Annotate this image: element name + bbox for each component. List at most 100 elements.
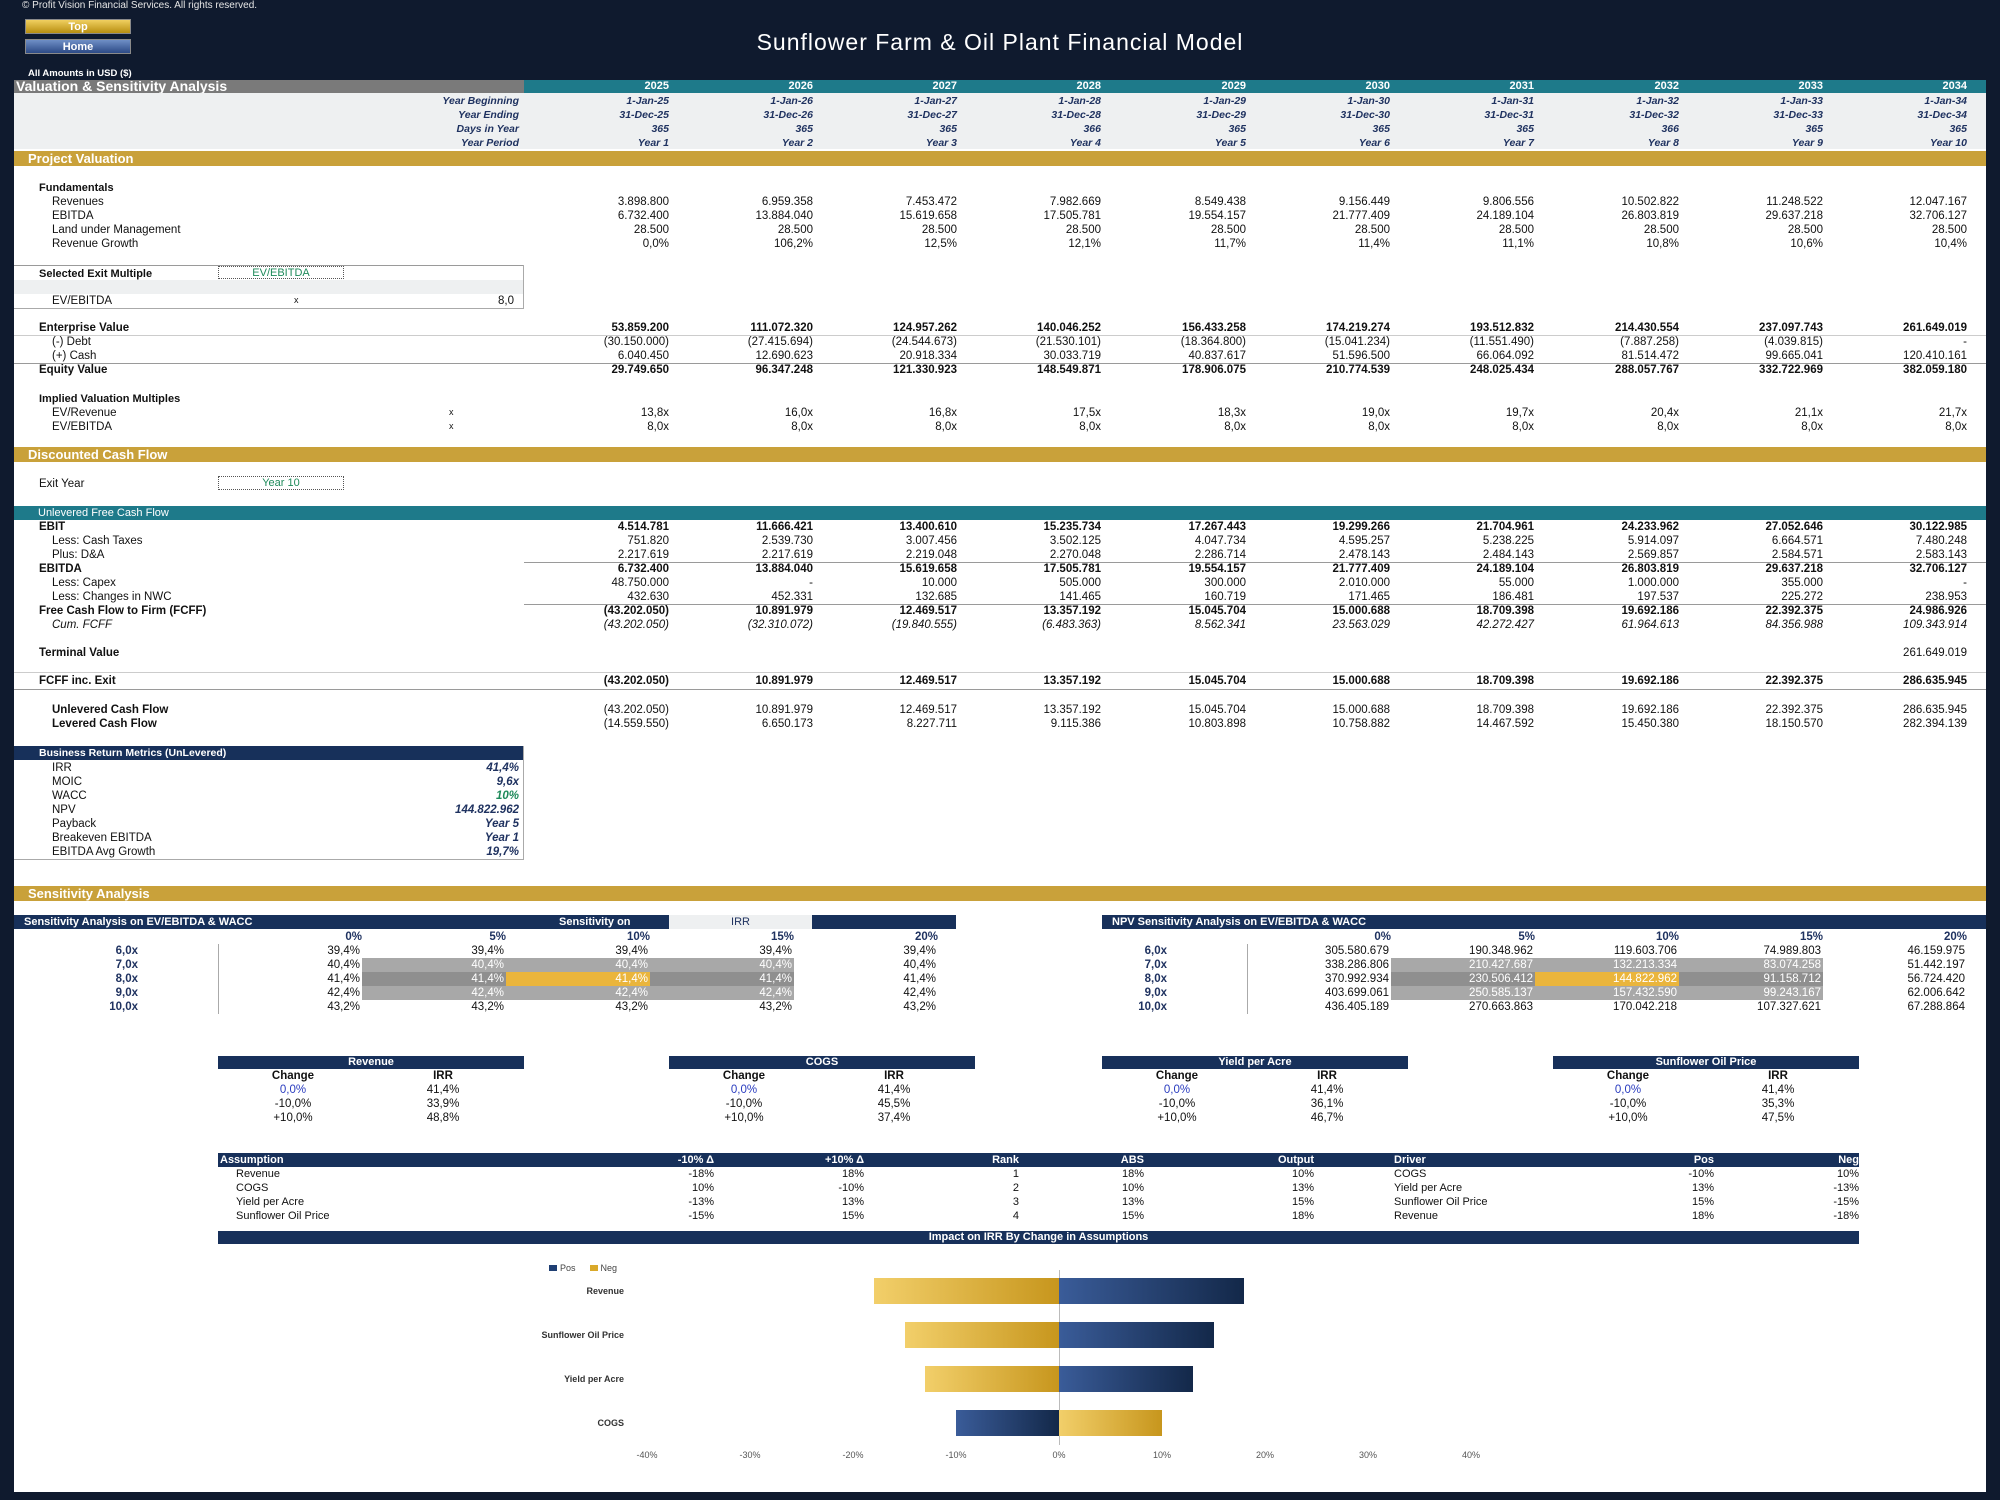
timeline-label: Year Period [461, 137, 519, 149]
ev-cell: - [1963, 336, 1967, 348]
cf-cell: 18.709.398 [1476, 704, 1534, 716]
small-table-change[interactable]: 0,0% [279, 1084, 307, 1096]
assump-cell: -10% [1688, 1168, 1714, 1180]
sens2-col-header: 15% [1799, 931, 1823, 943]
sens2-row-header: 9,0x [1144, 987, 1167, 999]
small-table-irr: 47,5% [1761, 1112, 1795, 1124]
sens1-cell: 41,4% [506, 972, 650, 986]
ufcf-cell: 2.584.571 [1771, 549, 1823, 561]
ufcf-cell: 225.272 [1781, 591, 1823, 603]
timeline-cell: 31-Dec-29 [1196, 109, 1246, 121]
chart-bar-neg [873, 1278, 1059, 1304]
sens2-cell: 99.243.167 [1679, 986, 1823, 1000]
sens1-col-header: 5% [489, 931, 506, 943]
metric-value[interactable]: 10% [495, 790, 519, 802]
small-table-irr: 36,1% [1310, 1098, 1344, 1110]
fund-cell: 29.637.218 [1765, 210, 1823, 222]
sens2-cell: 436.405.189 [1325, 1001, 1389, 1013]
selected-exit-input[interactable]: EV/EBITDA [218, 266, 344, 279]
year-header: 2025 [644, 80, 669, 92]
dcf-header: Discounted Cash Flow [14, 447, 1986, 462]
exit-box-top [14, 265, 524, 266]
sens1-cell: 40,4% [327, 959, 360, 971]
ev-cell: 237.097.743 [1759, 322, 1823, 334]
ufcf-cell: 186.481 [1492, 591, 1534, 603]
metric-label: EBITDA Avg Growth [52, 846, 156, 858]
ev-cell: 6.040.450 [617, 350, 669, 362]
ufcf-cell: 355.000 [1781, 577, 1823, 589]
assump-cell: 18% [1691, 1210, 1714, 1222]
sens1-cell: 42,4% [903, 987, 936, 999]
ev-ebitda-value[interactable]: 8,0 [498, 295, 514, 307]
ev-cell: 140.046.252 [1037, 322, 1101, 334]
assump-cell: 10% [1291, 1168, 1314, 1180]
sens1-cell: 43,2% [471, 1001, 504, 1013]
sens1-col-header: 20% [914, 931, 938, 943]
sens1-cell: 41,4% [650, 972, 794, 986]
assump-cell: 18% [841, 1168, 864, 1180]
sens2-cell: 170.042.218 [1613, 1001, 1677, 1013]
fund-cell: 12.047.167 [1909, 196, 1967, 208]
small-table-h2: IRR [433, 1070, 453, 1082]
sens1-col-header: 15% [770, 931, 794, 943]
home-button[interactable]: Home [25, 39, 131, 54]
chart-bar-pos [956, 1410, 1059, 1436]
sens1-row-header: 6,0x [115, 945, 138, 957]
metric-label: Breakeven EBITDA [52, 832, 152, 844]
small-table-change[interactable]: 0,0% [730, 1084, 758, 1096]
sens1-row-header: 7,0x [115, 959, 138, 971]
ev-cell: (30.150.000) [603, 336, 669, 348]
timeline-cell: 1-Jan-29 [1203, 95, 1246, 107]
small-table-h2: IRR [1317, 1070, 1337, 1082]
sens1-vline [218, 944, 219, 1014]
fcff-exit-label: FCFF inc. Exit [39, 675, 116, 687]
ufcf-cell: 141.465 [1059, 591, 1101, 603]
timeline-label: Year Ending [458, 109, 519, 121]
small-table-h2: IRR [884, 1070, 904, 1082]
small-table-h1: Change [1155, 1070, 1199, 1082]
ev-cell: 174.219.274 [1326, 322, 1390, 334]
fcff-exit-cell: 13.357.192 [1043, 675, 1101, 687]
fcff-exit-cell: 15.045.704 [1188, 675, 1246, 687]
assump-cell: 13% [841, 1196, 864, 1208]
sens1-cell: 42,4% [327, 987, 360, 999]
chart-bar-neg [904, 1322, 1059, 1348]
timeline-cell: 31-Dec-25 [619, 109, 669, 121]
project-valuation-header: Project Valuation [14, 151, 1986, 166]
year-header: 2027 [932, 80, 957, 92]
ufcf-line-1 [524, 562, 1986, 563]
implied-row-label: EV/EBITDA [52, 421, 113, 433]
fcff-exit-cell: 22.392.375 [1765, 675, 1823, 687]
ufcf-cell: 19.692.186 [1621, 605, 1679, 617]
exit-year-input[interactable]: Year 10 [218, 476, 344, 490]
sens2-vline [1247, 944, 1248, 1014]
fund-cell: 12,1% [1068, 238, 1101, 250]
assump-col-header: Pos [1693, 1154, 1714, 1166]
metric-value: 19,7% [486, 846, 519, 858]
ev-cell: 178.906.075 [1182, 364, 1246, 376]
cf-cell: 10.803.898 [1188, 718, 1246, 730]
legend-label: Pos [560, 1263, 576, 1273]
small-table-irr: 46,7% [1310, 1112, 1344, 1124]
metric-label: MOIC [52, 776, 83, 788]
fund-cell: 9.156.449 [1338, 196, 1390, 208]
top-button[interactable]: Top [25, 19, 131, 34]
small-table-irr: 41,4% [426, 1084, 460, 1096]
ufcf-row-label: EBITDA [39, 563, 82, 575]
small-table-change[interactable]: 0,0% [1614, 1084, 1642, 1096]
sens2-cell: 51.442.197 [1907, 959, 1965, 971]
sens2-cell: 370.992.934 [1325, 973, 1389, 985]
fund-cell: 28.500 [1643, 224, 1679, 236]
ufcf-cell: 4.514.781 [617, 521, 669, 533]
small-table-change[interactable]: 0,0% [1163, 1084, 1191, 1096]
page-title: Sunflower Farm & Oil Plant Financial Mod… [756, 29, 1244, 55]
ufcf-cell: 238.953 [1925, 591, 1967, 603]
metric-value: 41,4% [486, 762, 519, 774]
sens2-col-header: 5% [1518, 931, 1535, 943]
implied-cell: 17,5x [1072, 407, 1101, 419]
sensitivity-on-select[interactable]: IRR [669, 915, 812, 929]
fund-cell: 10,4% [1934, 238, 1967, 250]
timeline-cell: 365 [1949, 123, 1967, 135]
chart-bar-pos [1059, 1366, 1193, 1392]
chart-x-tick: 10% [1152, 1450, 1171, 1460]
